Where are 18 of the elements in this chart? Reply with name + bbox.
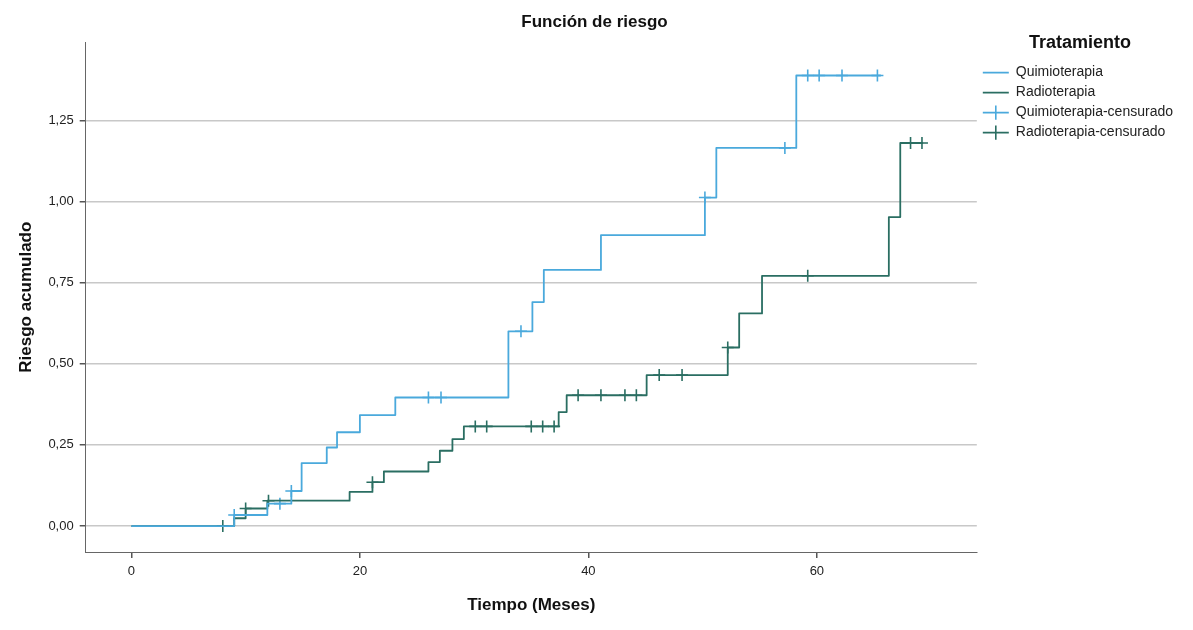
chart-title: Función de riesgo [521, 11, 668, 31]
y-tick-label: 0,50 [48, 355, 74, 371]
legend-label: Radioterapia [1015, 83, 1096, 100]
legend-label: Radioterapia-censurado [1015, 123, 1166, 140]
legend-label: Quimioterapia [1015, 63, 1104, 80]
y-tick-label: 0,25 [48, 436, 74, 452]
x-axis-title: Tiempo (Meses) [467, 595, 596, 615]
x-tick-label: 60 [809, 563, 825, 579]
legend-label: Quimioterapia-censurado [1015, 103, 1174, 120]
x-tick-label: 40 [581, 563, 596, 579]
y-tick-label: 0,00 [48, 517, 74, 533]
x-tick-label: 0 [127, 563, 136, 579]
y-tick-label: 1,25 [48, 111, 74, 127]
x-tick-label: 20 [352, 563, 368, 579]
y-tick-label: 0,75 [48, 274, 74, 290]
y-tick-label: 1,00 [48, 193, 74, 209]
legend-title: Tratamiento [1028, 31, 1131, 52]
y-axis-title: Riesgo acumulado [15, 221, 35, 373]
